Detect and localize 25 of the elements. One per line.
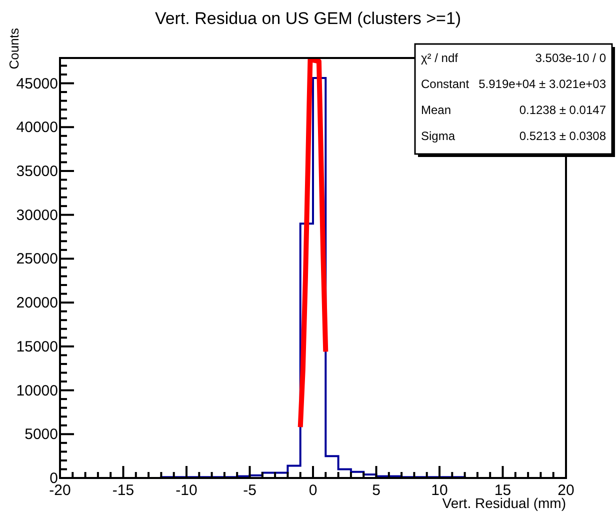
y-tick-label: 15000 [16,338,58,356]
chart-title: Vert. Residua on US GEM (clusters >=1) [154,9,462,28]
annotation: Mean [421,103,452,117]
annotation: 0.5213 ± 0.0308 [519,129,606,143]
y-tick-label: 30000 [16,206,58,224]
annotation: Constant [421,77,470,91]
x-tick-label: -5 [243,482,256,499]
y-tick-label: 35000 [16,162,58,180]
annotation: χ² / ndf [421,51,459,65]
annotation: 0.1238 ± 0.0147 [519,103,606,117]
x-tick-label: -10 [176,482,198,499]
y-tick-label: 25000 [16,250,58,268]
y-axis-title: Counts [6,28,22,70]
x-tick-label: 0 [308,482,318,499]
y-tick-label: 20000 [16,294,58,312]
x-tick-label: -15 [112,482,134,499]
x-tick-label: 5 [372,482,380,499]
y-tick-label: 5000 [24,426,58,444]
annotation: Sigma [421,129,456,143]
y-tick-label: 10000 [16,382,58,400]
annotation: 3.503e-10 / 0 [535,51,606,65]
annotation: 5.919e+04 ± 3.021e+03 [478,77,606,91]
x-tick-label: -20 [49,482,71,499]
y-tick-label: 40000 [16,119,58,136]
y-tick-label: 45000 [16,75,58,92]
